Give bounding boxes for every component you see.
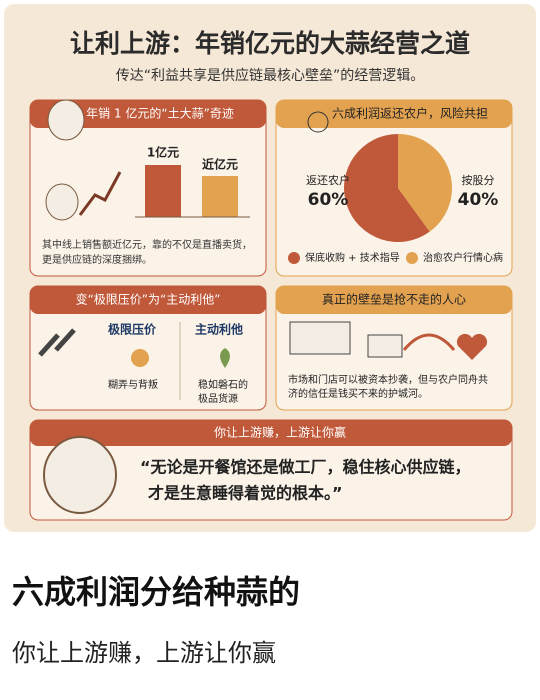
coin-icon bbox=[131, 349, 149, 367]
bar-shape bbox=[202, 176, 238, 217]
quote: “无论是开餐馆还是做工厂，稳住核心供应链， bbox=[140, 458, 471, 477]
subtitle: 传达“利益共享是供应链最核心壁垒”的经营逻辑。 bbox=[116, 67, 425, 84]
panel-header bbox=[276, 286, 512, 314]
pie-value: 60% bbox=[308, 190, 349, 210]
panel-title: 年销 1 亿元的“土大蒜”奇迹 bbox=[86, 106, 234, 121]
quote: 才是生意睡得着觉的根本。” bbox=[148, 484, 343, 503]
bar-label: 1亿元 bbox=[147, 145, 179, 160]
column-text: 糊弄与背叛 bbox=[108, 378, 158, 391]
money-icon bbox=[307, 111, 329, 133]
garlic-icon bbox=[43, 436, 117, 514]
pie-slice bbox=[344, 134, 430, 242]
post-title: 六成利润分给种蒜的 bbox=[12, 573, 300, 611]
check-icon bbox=[288, 252, 300, 264]
panel-title: 你让上游赚，上游让你赢 bbox=[214, 425, 346, 440]
panel-title: 变“极限压价”为“主动利他” bbox=[76, 292, 221, 307]
bullet: 保底收购 + 技术指导 bbox=[305, 251, 400, 264]
column-text: 极品货源 bbox=[198, 392, 238, 405]
pie bbox=[344, 134, 453, 242]
panel-title: 真正的壁垒是抢不走的人心 bbox=[322, 292, 466, 307]
broken-chain-icon bbox=[38, 328, 76, 357]
panel-text: 济的信任是钱买不来的护城河。 bbox=[288, 387, 428, 400]
panel-header bbox=[30, 286, 266, 314]
bullet: 治愈农户行情心病 bbox=[423, 251, 503, 264]
panel-title: 六成利润返还农户，风险共担 bbox=[332, 106, 488, 121]
panel-header bbox=[30, 420, 512, 446]
check-icon bbox=[406, 252, 418, 264]
castle-icon bbox=[289, 321, 351, 355]
panel-header bbox=[30, 100, 266, 128]
column-text: 稳如磐石的 bbox=[198, 378, 248, 391]
garlic-icon bbox=[47, 99, 85, 141]
pie-label: 按股分 bbox=[462, 173, 495, 187]
pie-slice bbox=[398, 134, 453, 232]
panel-text: 其中线上销售额近亿元，靠的不仅是直播卖货， bbox=[42, 238, 252, 251]
bar-label: 近亿元 bbox=[202, 157, 238, 172]
bar-shape bbox=[145, 165, 181, 217]
pie-label: 返还农户 bbox=[306, 173, 350, 187]
pie-value: 40% bbox=[458, 190, 499, 210]
shop-icon bbox=[367, 334, 403, 358]
heart-icon bbox=[456, 333, 488, 360]
garlic-icon bbox=[45, 183, 79, 221]
post-subtitle: 你让上游赚，上游让你赢 bbox=[12, 639, 276, 667]
column-title: 主动利他 bbox=[195, 322, 243, 337]
title: 让利上游：年销亿元的大蒜经营之道 bbox=[70, 29, 470, 58]
panel-text: 市场和门店可以被资本抄袭，但与农户同舟共 bbox=[288, 373, 488, 386]
panel-text: 更是供应链的深度捆绑。 bbox=[42, 253, 152, 266]
column-title: 极限压价 bbox=[108, 322, 157, 337]
bridge-icon bbox=[402, 333, 456, 351]
plant-icon bbox=[220, 348, 230, 368]
panel-header bbox=[276, 100, 512, 128]
growth-arrow bbox=[78, 171, 122, 216]
